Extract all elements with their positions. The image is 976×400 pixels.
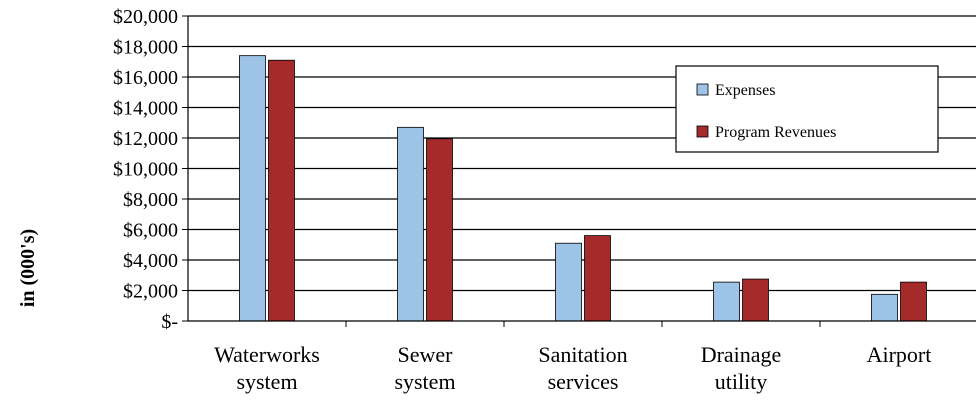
category-label-line: utility <box>715 369 768 394</box>
category-label-line: Sewer <box>398 342 454 367</box>
bar-program-revenues <box>268 59 295 322</box>
y-tick-labels: $- $2,000 $4,000 $6,000 $8,000 $10,000 $12,000… <box>113 6 188 333</box>
legend: Expenses Program Revenues <box>675 65 939 153</box>
y-tick-label: $12,000 <box>113 128 178 150</box>
category-label: Sanitation services <box>538 342 627 394</box>
category-label-line: system <box>394 369 455 394</box>
y-tick-label: $16,000 <box>113 67 178 89</box>
bar-program-revenues <box>426 138 453 322</box>
y-tick-label: $4,000 <box>123 250 178 272</box>
legend-label-expenses: Expenses <box>715 82 775 99</box>
bar-expenses <box>713 281 740 322</box>
y-tick-label: $18,000 <box>113 37 178 59</box>
bar-program-revenues <box>742 278 769 322</box>
y-tick-label: $2,000 <box>123 281 178 303</box>
axes <box>187 16 976 327</box>
category-label: Sewer system <box>394 342 455 394</box>
category-label: Waterworks system <box>214 342 320 394</box>
y-tick-label: $6,000 <box>123 220 178 242</box>
category-label-line: Drainage <box>701 342 782 367</box>
legend-swatch-program-revenues <box>696 125 709 138</box>
bar-program-revenues <box>900 281 927 322</box>
bar-expenses <box>239 55 266 322</box>
category-label-line: system <box>236 369 297 394</box>
y-tick-label: $- <box>161 311 178 333</box>
bar-expenses <box>871 293 898 322</box>
category-label-line: Airport <box>867 342 932 367</box>
category-label-line: Sanitation <box>538 342 627 367</box>
category-label: Airport <box>867 342 932 367</box>
y-tick-label: $14,000 <box>113 98 178 120</box>
legend-swatch-expenses <box>696 83 709 96</box>
bar-program-revenues <box>584 235 611 322</box>
legend-label-program-revenues: Program Revenues <box>715 124 836 141</box>
category-label-line: services <box>548 369 619 394</box>
bar-expenses <box>555 242 582 322</box>
y-tick-label: $10,000 <box>113 159 178 181</box>
y-axis-label: in (000's) <box>17 229 39 307</box>
y-tick-label: $20,000 <box>113 6 178 28</box>
legend-box <box>675 65 939 153</box>
category-label: Drainage utility <box>701 342 782 394</box>
y-tick-label: $8,000 <box>123 189 178 211</box>
bar-expenses <box>397 126 424 322</box>
gridlines <box>188 15 976 292</box>
category-label-line: Waterworks <box>214 342 320 367</box>
